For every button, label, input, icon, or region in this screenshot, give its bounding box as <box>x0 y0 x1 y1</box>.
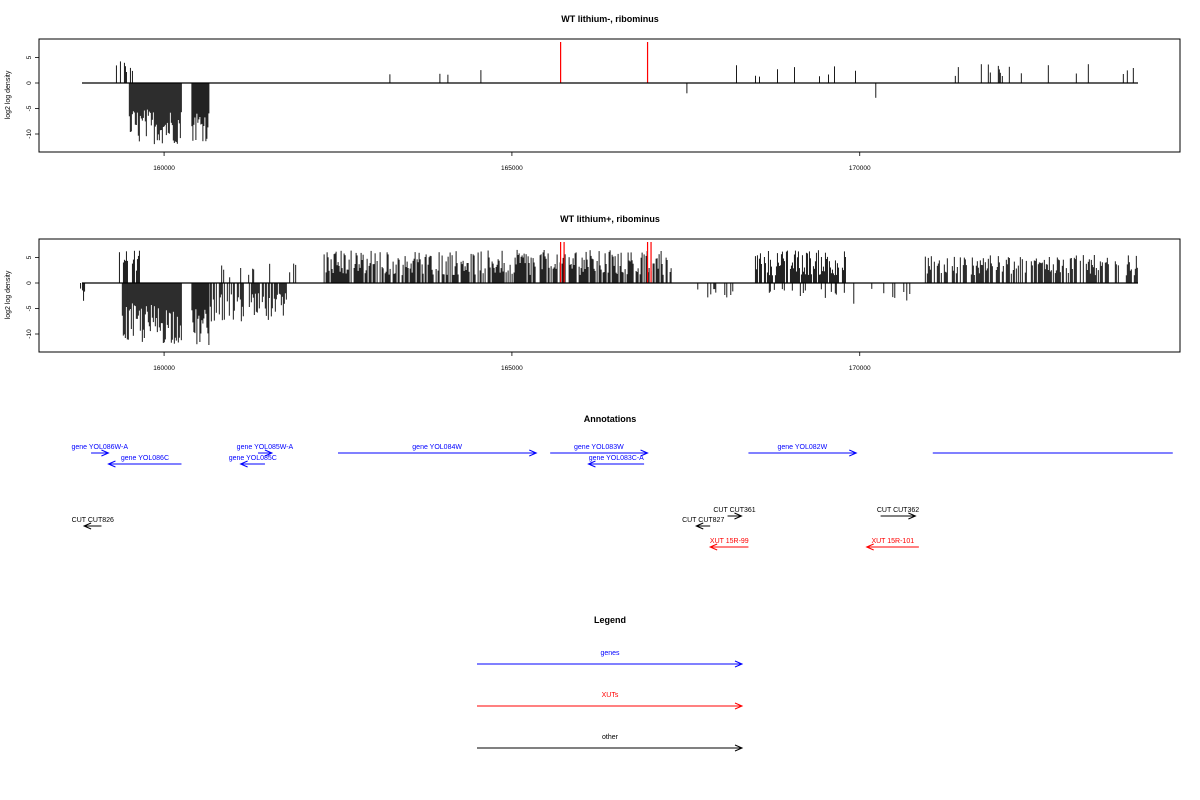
annotations-title: Annotations <box>584 414 637 424</box>
plot-frame <box>38 238 1181 353</box>
x-tick-label: 165000 <box>501 365 523 372</box>
feature-arrow-head <box>908 512 917 520</box>
feature-arrow-head <box>101 449 110 457</box>
legend-arrow-head <box>734 744 744 752</box>
feature-arrow-head <box>82 522 92 530</box>
feature-arrow-head <box>865 543 874 551</box>
feature-label: gene YOL084W <box>412 444 462 451</box>
legend-arrow-head <box>734 660 744 668</box>
feature-arrow-head <box>708 543 718 551</box>
annotation-feature: CUT CUT362 <box>877 507 919 520</box>
annotation-feature: XUT 15R-99 <box>708 538 749 551</box>
y-tick-label: 0 <box>26 281 33 285</box>
feature-label: XUT 15R-101 <box>871 538 914 545</box>
feature-arrow-head <box>107 460 116 468</box>
feature-label: CUT CUT361 <box>713 507 755 514</box>
axes: -10 -5 0 5 160000 165000 170000 <box>26 55 1138 172</box>
annotation-feature: CUT CUT826 <box>72 517 114 530</box>
y-tick-label: -5 <box>26 305 33 311</box>
panel-title: WT lithium-, ribominus <box>561 14 659 24</box>
coverage-bars <box>115 42 1134 145</box>
annotation-feature: XUT 15R-101 <box>865 538 919 551</box>
annotation-feature: gene YOL086W-A <box>71 444 128 457</box>
annotation-features: gene YOL086W-A gene YOL086C gene YOL085W-A… <box>71 444 1173 551</box>
feature-label: gene YOL082W <box>778 444 828 451</box>
x-tick-label: 160000 <box>153 365 175 372</box>
feature-arrow-head <box>734 512 743 520</box>
plot-frame <box>38 38 1181 153</box>
feature-label: CUT CUT362 <box>877 507 919 514</box>
feature-arrow-head <box>640 449 649 457</box>
feature-arrow-head <box>264 449 274 457</box>
y-tick-label: -10 <box>26 129 33 139</box>
legend-item: genes <box>477 650 744 668</box>
annotation-feature: gene YOL083C-A <box>587 455 644 468</box>
legend-label: other <box>602 734 619 741</box>
coverage-panel-lithium-plus: WT lithium+, ribominus log2 log density … <box>5 214 1181 372</box>
feature-label: gene YOL083C-A <box>589 455 644 462</box>
annotation-feature: gene YOL085W-A <box>237 444 294 457</box>
feature-label: gene YOL085W-A <box>237 444 294 451</box>
annotation-feature: CUT CUT361 <box>713 507 756 520</box>
legend: Legend genes XUTs other <box>477 615 744 752</box>
y-tick-label: -10 <box>26 329 33 339</box>
feature-label: gene YOL086C <box>121 455 169 462</box>
legend-label: XUTs <box>602 692 619 699</box>
feature-label: gene YOL083W <box>574 444 624 451</box>
x-tick-label: 170000 <box>849 365 871 372</box>
y-axis-label: log2 log density <box>5 270 12 319</box>
coverage-panel-lithium-minus: WT lithium-, ribominus log2 log density … <box>5 14 1181 172</box>
feature-arrow-head <box>694 522 704 530</box>
annotation-feature: CUT CUT827 <box>682 517 724 530</box>
feature-arrow-head <box>239 460 248 468</box>
coverage-bars <box>80 242 1138 345</box>
y-tick-label: 5 <box>26 55 33 59</box>
feature-label: CUT CUT826 <box>72 517 114 524</box>
annotation-feature: gene YOL082W <box>748 444 858 457</box>
y-axis-label: log2 log density <box>5 70 12 119</box>
panel-title: WT lithium+, ribominus <box>560 214 660 224</box>
feature-arrow-head <box>529 449 538 457</box>
annotation-feature: gene YOL083W <box>550 444 649 457</box>
x-tick-label: 170000 <box>849 165 871 172</box>
legend-title: Legend <box>594 615 626 625</box>
x-tick-label: 165000 <box>501 165 523 172</box>
legend-label: genes <box>600 650 620 657</box>
x-tick-label: 160000 <box>153 165 175 172</box>
annotation-feature: gene YOL085C <box>229 455 277 468</box>
feature-label: gene YOL086W-A <box>71 444 128 451</box>
y-tick-label: 5 <box>26 255 33 259</box>
feature-arrow-head <box>849 449 858 457</box>
y-tick-label: -5 <box>26 105 33 111</box>
feature-label: gene YOL085C <box>229 455 277 462</box>
y-tick-label: 0 <box>26 81 33 85</box>
legend-arrow-head <box>734 702 744 710</box>
annotation-feature: gene YOL084W <box>338 444 538 457</box>
legend-item: XUTs <box>477 692 744 710</box>
feature-label: XUT 15R-99 <box>710 538 749 545</box>
legend-item: other <box>477 734 744 752</box>
annotation-feature: gene YOL086C <box>107 455 182 468</box>
legend-items: genes XUTs other <box>477 650 744 752</box>
feature-arrow-head <box>587 460 596 468</box>
feature-label: CUT CUT827 <box>682 517 724 524</box>
axes: -10 -5 0 5 160000 165000 170000 <box>26 255 1138 372</box>
